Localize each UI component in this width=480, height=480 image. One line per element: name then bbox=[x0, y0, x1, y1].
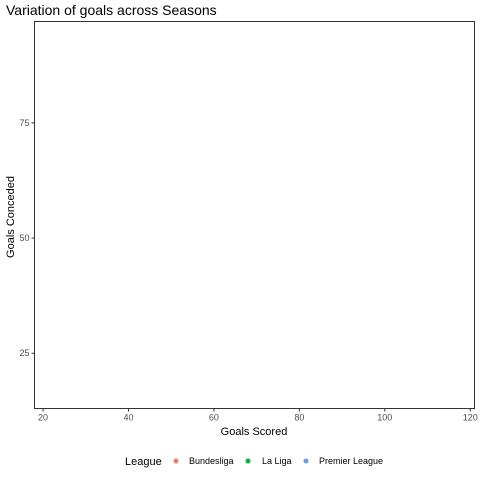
x-tick-label: 100 bbox=[377, 413, 392, 423]
x-tick-label: 60 bbox=[209, 413, 219, 423]
y-tick-label: 75 bbox=[19, 118, 29, 128]
chart-title: Variation of goals across Seasons bbox=[6, 2, 217, 18]
x-tick-label: 80 bbox=[294, 413, 304, 423]
x-tick-label: 40 bbox=[123, 413, 133, 423]
y-tick-label: 25 bbox=[19, 348, 29, 358]
x-tick-label: 20 bbox=[38, 413, 48, 423]
plot-panel bbox=[34, 21, 475, 409]
x-tick-label: 120 bbox=[463, 413, 478, 423]
legend-label-bundesliga: Bundesliga bbox=[189, 456, 234, 466]
legend-label-la-liga: La Liga bbox=[262, 456, 292, 466]
legend: League Bundesliga La Liga Premier League bbox=[125, 456, 383, 468]
x-axis: 20 40 60 80 100 120 bbox=[38, 408, 478, 423]
legend-key-la-liga bbox=[245, 458, 251, 464]
x-axis-title: Goals Scored bbox=[221, 426, 288, 438]
legend-title: League bbox=[125, 456, 162, 468]
legend-key-bundesliga bbox=[173, 458, 179, 464]
y-axis-title: Goals Conceded bbox=[5, 176, 17, 258]
y-axis: 25 50 75 bbox=[19, 118, 35, 358]
legend-key-premier-league bbox=[303, 458, 309, 464]
legend-label-premier-league: Premier League bbox=[319, 456, 383, 466]
y-tick-label: 50 bbox=[19, 233, 29, 243]
